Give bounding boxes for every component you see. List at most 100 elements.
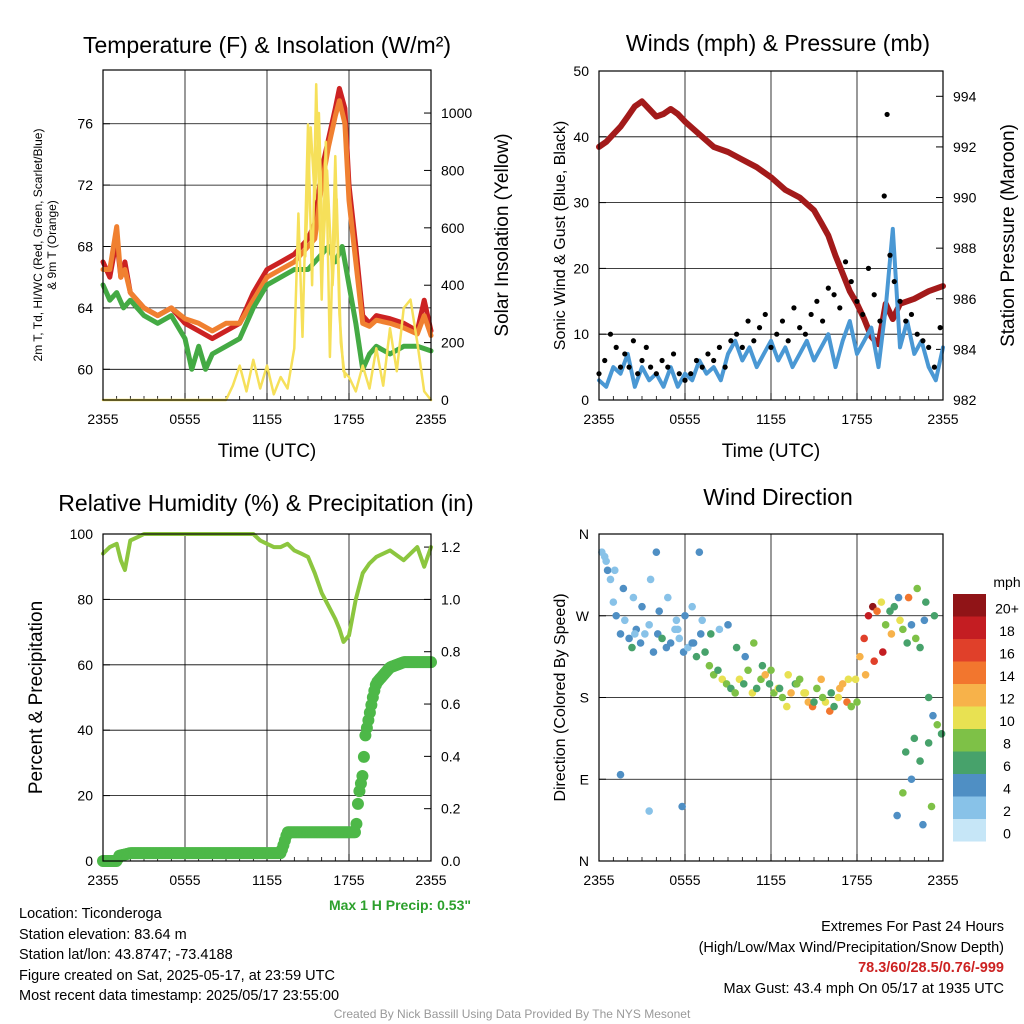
direction-point [631, 630, 639, 638]
y-axis-label-left: Percent & Precipitation [26, 601, 47, 794]
direction-point [616, 630, 625, 638]
direction-point [707, 630, 715, 638]
legend-label: 2 [1003, 803, 1011, 819]
y-axis-label-right: Station Pressure (Maroon) [998, 124, 1019, 347]
y-axis-label-left-line1: 2m T, Td, HI/WC (Red, Green, Scarlet/Blu… [31, 129, 45, 362]
gust-point [797, 325, 803, 331]
direction-point [645, 807, 653, 815]
series-line [100, 98, 434, 338]
recent-data-text: Most recent data timestamp: 2025/05/17 2… [19, 988, 340, 1004]
gust-point [837, 305, 843, 311]
direction-point [602, 557, 610, 566]
legend-label: 18 [999, 623, 1015, 639]
y-tick-label-right: 600 [441, 220, 465, 236]
rh-line [101, 532, 433, 644]
y-tick-label-right: 994 [953, 88, 977, 104]
gust-point [920, 338, 926, 344]
gust-point [626, 364, 632, 370]
legend-title: mph [993, 574, 1020, 590]
direction-point [658, 634, 666, 643]
speed-legend: mph 0 2 4 6 8 10 12 14 16 18 20+ [953, 574, 1021, 842]
gust-point [903, 318, 909, 324]
direction-point [851, 675, 860, 684]
legend-swatch [953, 796, 986, 819]
gust-point [665, 364, 671, 370]
direction-point [924, 739, 933, 747]
legend-label: 20+ [995, 601, 1019, 617]
y-tick-label-right: 0.4 [441, 748, 461, 764]
direction-point [787, 689, 795, 697]
precip-point [350, 817, 363, 830]
y-tick-label-right: 0 [441, 392, 449, 408]
direction-point [853, 698, 861, 706]
precip-point [357, 750, 370, 763]
direction-point [929, 711, 937, 720]
gust-point [897, 298, 903, 304]
y-tick-label-left: 20 [573, 260, 589, 276]
direction-point [899, 789, 907, 797]
direction-point [834, 693, 843, 702]
y-tick-label-right: 990 [953, 190, 977, 206]
direction-point [933, 720, 942, 729]
gust-point [791, 305, 797, 311]
gust-point [842, 259, 849, 265]
gust-point [848, 278, 854, 285]
gust-point [693, 357, 700, 364]
direction-point [901, 748, 910, 756]
y-tick-label-right: 1.2 [441, 539, 461, 555]
gust-point [877, 318, 883, 324]
direction-point [714, 666, 722, 675]
precip-point [356, 769, 369, 782]
direction-point [638, 602, 646, 611]
gust-point [831, 292, 837, 298]
plot-border [598, 533, 944, 862]
plot-border [102, 69, 432, 401]
direction-point [625, 634, 633, 643]
x-tick-label: 0555 [169, 872, 200, 888]
direction-point [861, 670, 870, 679]
y-tick-label-left: N [579, 526, 589, 542]
x-tick-label: 2355 [927, 872, 958, 888]
y-tick-label-left: 40 [573, 129, 589, 145]
direction-point [810, 698, 818, 706]
direction-point [913, 584, 921, 593]
y-tick-label-right: 988 [953, 240, 977, 256]
direction-point [641, 630, 649, 638]
direction-point [664, 593, 672, 602]
direction-point [844, 675, 853, 684]
y-tick-label-left: 100 [70, 526, 94, 542]
y-tick-label-left: 40 [77, 722, 93, 738]
direction-point [784, 670, 792, 679]
gust-point [779, 318, 786, 324]
gust-point [756, 325, 763, 331]
legend-label: 6 [1003, 758, 1011, 774]
direction-point [887, 630, 896, 638]
direction-point [919, 820, 927, 829]
credit-text: Created By Nick Bassill Using Data Provi… [333, 1007, 691, 1021]
gust-point [705, 351, 711, 357]
gust-point [884, 111, 890, 118]
direction-point [724, 621, 732, 629]
legend-label: 16 [999, 646, 1015, 662]
direction-point [836, 684, 844, 693]
y-tick-label-left: 60 [77, 657, 93, 673]
direction-point [847, 702, 856, 711]
direction-point [701, 648, 709, 656]
direction-point [752, 684, 761, 693]
max-gust-text: Max Gust: 43.4 mph On 05/17 at 1935 UTC [723, 980, 1004, 997]
chart-title: Wind Direction [703, 484, 853, 510]
y-tick-label-right: 800 [441, 162, 465, 178]
direction-point [864, 611, 873, 620]
direction-point [856, 652, 864, 661]
temperature-chart: 2355 0555 1155 1755 2355 60 64 68 72 76 0 200 400 600… [31, 32, 513, 462]
gust-point [785, 338, 791, 344]
gust-point [643, 344, 649, 350]
series-line [304, 111, 347, 379]
legend-swatch [953, 616, 986, 639]
elevation-text: Station elevation: 83.64 m [19, 926, 187, 943]
legend-label: 0 [1003, 826, 1011, 842]
direction-point [731, 689, 739, 697]
direction-point [873, 607, 881, 616]
y-tick-label-left: 10 [573, 326, 589, 342]
x-tick-label: 1755 [841, 872, 872, 888]
